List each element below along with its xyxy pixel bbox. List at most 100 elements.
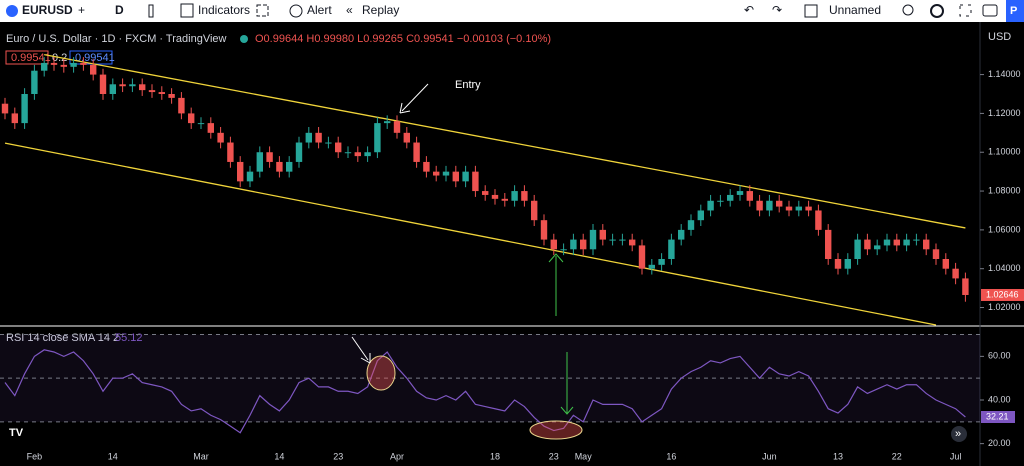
- candle-body: [746, 191, 753, 201]
- channel-line: [4, 142, 937, 326]
- rsi-layer: 20.00 40.00 60.00: [0, 334, 1011, 448]
- candle-body: [295, 142, 303, 162]
- candle-body: [893, 239, 900, 246]
- candle-body: [99, 74, 107, 94]
- candle-body: [825, 229, 832, 259]
- search-icon[interactable]: [902, 4, 914, 16]
- redo[interactable]: ↷: [772, 3, 782, 17]
- candle-body: [511, 191, 518, 201]
- candle-body: [550, 239, 557, 250]
- chart-title: Euro / U.S. Dollar · 1D · FXCM · Trading…: [6, 33, 227, 45]
- alert-icon: [289, 4, 303, 18]
- candle-body: [687, 220, 695, 230]
- candle-body: [344, 152, 352, 154]
- x-tick-label: Mar: [193, 451, 209, 461]
- x-tick-label: 14: [108, 451, 118, 461]
- candle-body: [227, 142, 234, 162]
- candle-body: [482, 191, 489, 195]
- entry-arrow: [401, 83, 429, 112]
- candle-body: [119, 84, 126, 87]
- channel-line: [44, 53, 966, 229]
- rsi-last-label: 32.21: [986, 411, 1009, 421]
- highlight-ellipse: [366, 355, 396, 391]
- undo[interactable]: ↶: [744, 3, 754, 17]
- last-price-box: [981, 288, 1024, 301]
- symbol-icon: [6, 5, 18, 17]
- rsi-arrow: [351, 336, 369, 361]
- candle-body: [178, 97, 185, 114]
- rsi-line: [4, 349, 966, 434]
- candle-body: [589, 229, 597, 250]
- publish-button[interactable]: [1006, 0, 1024, 22]
- candle-body: [335, 142, 342, 153]
- candle-body: [384, 121, 391, 124]
- price-layer: 1.02000 1.04000 1.06000 1.08000 1.10000 1.120…: [1, 53, 1024, 326]
- candle-body: [834, 259, 842, 269]
- fullscreen-icon[interactable]: [959, 4, 972, 17]
- y-tick-label: 1.14000: [988, 69, 1021, 79]
- candle-body: [168, 94, 175, 98]
- settings-icon[interactable]: [930, 4, 944, 18]
- candle-body: [805, 206, 812, 211]
- candle-body: [276, 161, 283, 172]
- candle-body: [256, 152, 263, 172]
- candle-body: [462, 171, 469, 182]
- x-tick-label: 14: [274, 451, 284, 461]
- candle-body: [207, 123, 214, 133]
- candle-body: [305, 132, 312, 143]
- status-dot: [240, 35, 248, 43]
- sell-box[interactable]: [5, 50, 49, 65]
- candle-body: [80, 62, 87, 65]
- candle-body: [31, 70, 38, 94]
- candle-body: [913, 239, 920, 241]
- candle-body: [403, 132, 410, 143]
- candle-body: [785, 206, 793, 211]
- candle-body: [521, 191, 528, 201]
- rsi-line-layer: 32.21: [4, 349, 1015, 434]
- symbol[interactable]: EURUSD: [22, 3, 73, 17]
- add-symbol[interactable]: +: [78, 3, 85, 17]
- candle-body: [315, 132, 322, 143]
- snapshot-icon[interactable]: [982, 4, 998, 17]
- candle-body: [658, 259, 665, 265]
- candle-body: [619, 239, 626, 241]
- y-tick-label: 1.08000: [988, 185, 1021, 195]
- x-tick-label: 16: [666, 451, 676, 461]
- candle-body: [668, 239, 675, 259]
- templates-icon[interactable]: [256, 4, 269, 17]
- candle-body: [864, 239, 871, 250]
- candle-body: [883, 239, 891, 246]
- candle-body: [795, 206, 802, 211]
- indicators-button[interactable]: Indicators: [198, 3, 250, 17]
- candle-body: [41, 62, 48, 71]
- candle-body: [374, 123, 381, 153]
- x-tick-label: Feb: [27, 451, 43, 461]
- chart-type-icon[interactable]: [148, 4, 154, 18]
- x-tick-label: 13: [833, 451, 843, 461]
- alert-button[interactable]: Alert: [307, 3, 332, 17]
- x-tick-label: May: [575, 451, 593, 461]
- replay-button[interactable]: Replay: [362, 3, 399, 17]
- candle-body: [923, 239, 930, 250]
- entry-label: Entry: [455, 79, 481, 91]
- candle-body: [237, 161, 244, 182]
- layout-name[interactable]: Unnamed: [829, 3, 881, 17]
- currency[interactable]: USD: [988, 31, 1011, 43]
- candle-body: [932, 249, 940, 259]
- candle-body: [678, 229, 685, 240]
- candle-body: [648, 264, 655, 269]
- scroll-icon: »: [955, 428, 961, 440]
- candle-body: [942, 259, 949, 269]
- candle-body: [501, 198, 508, 201]
- scroll-button[interactable]: [951, 426, 967, 442]
- candle-body: [599, 229, 606, 240]
- interval[interactable]: D: [115, 3, 124, 17]
- candle-body: [217, 132, 224, 143]
- layout-icon: [804, 4, 818, 18]
- candle-body: [90, 64, 97, 75]
- support-arrow-head: [548, 253, 564, 263]
- candle-body: [148, 90, 156, 93]
- candle-body: [266, 152, 273, 162]
- candle-body: [188, 113, 195, 124]
